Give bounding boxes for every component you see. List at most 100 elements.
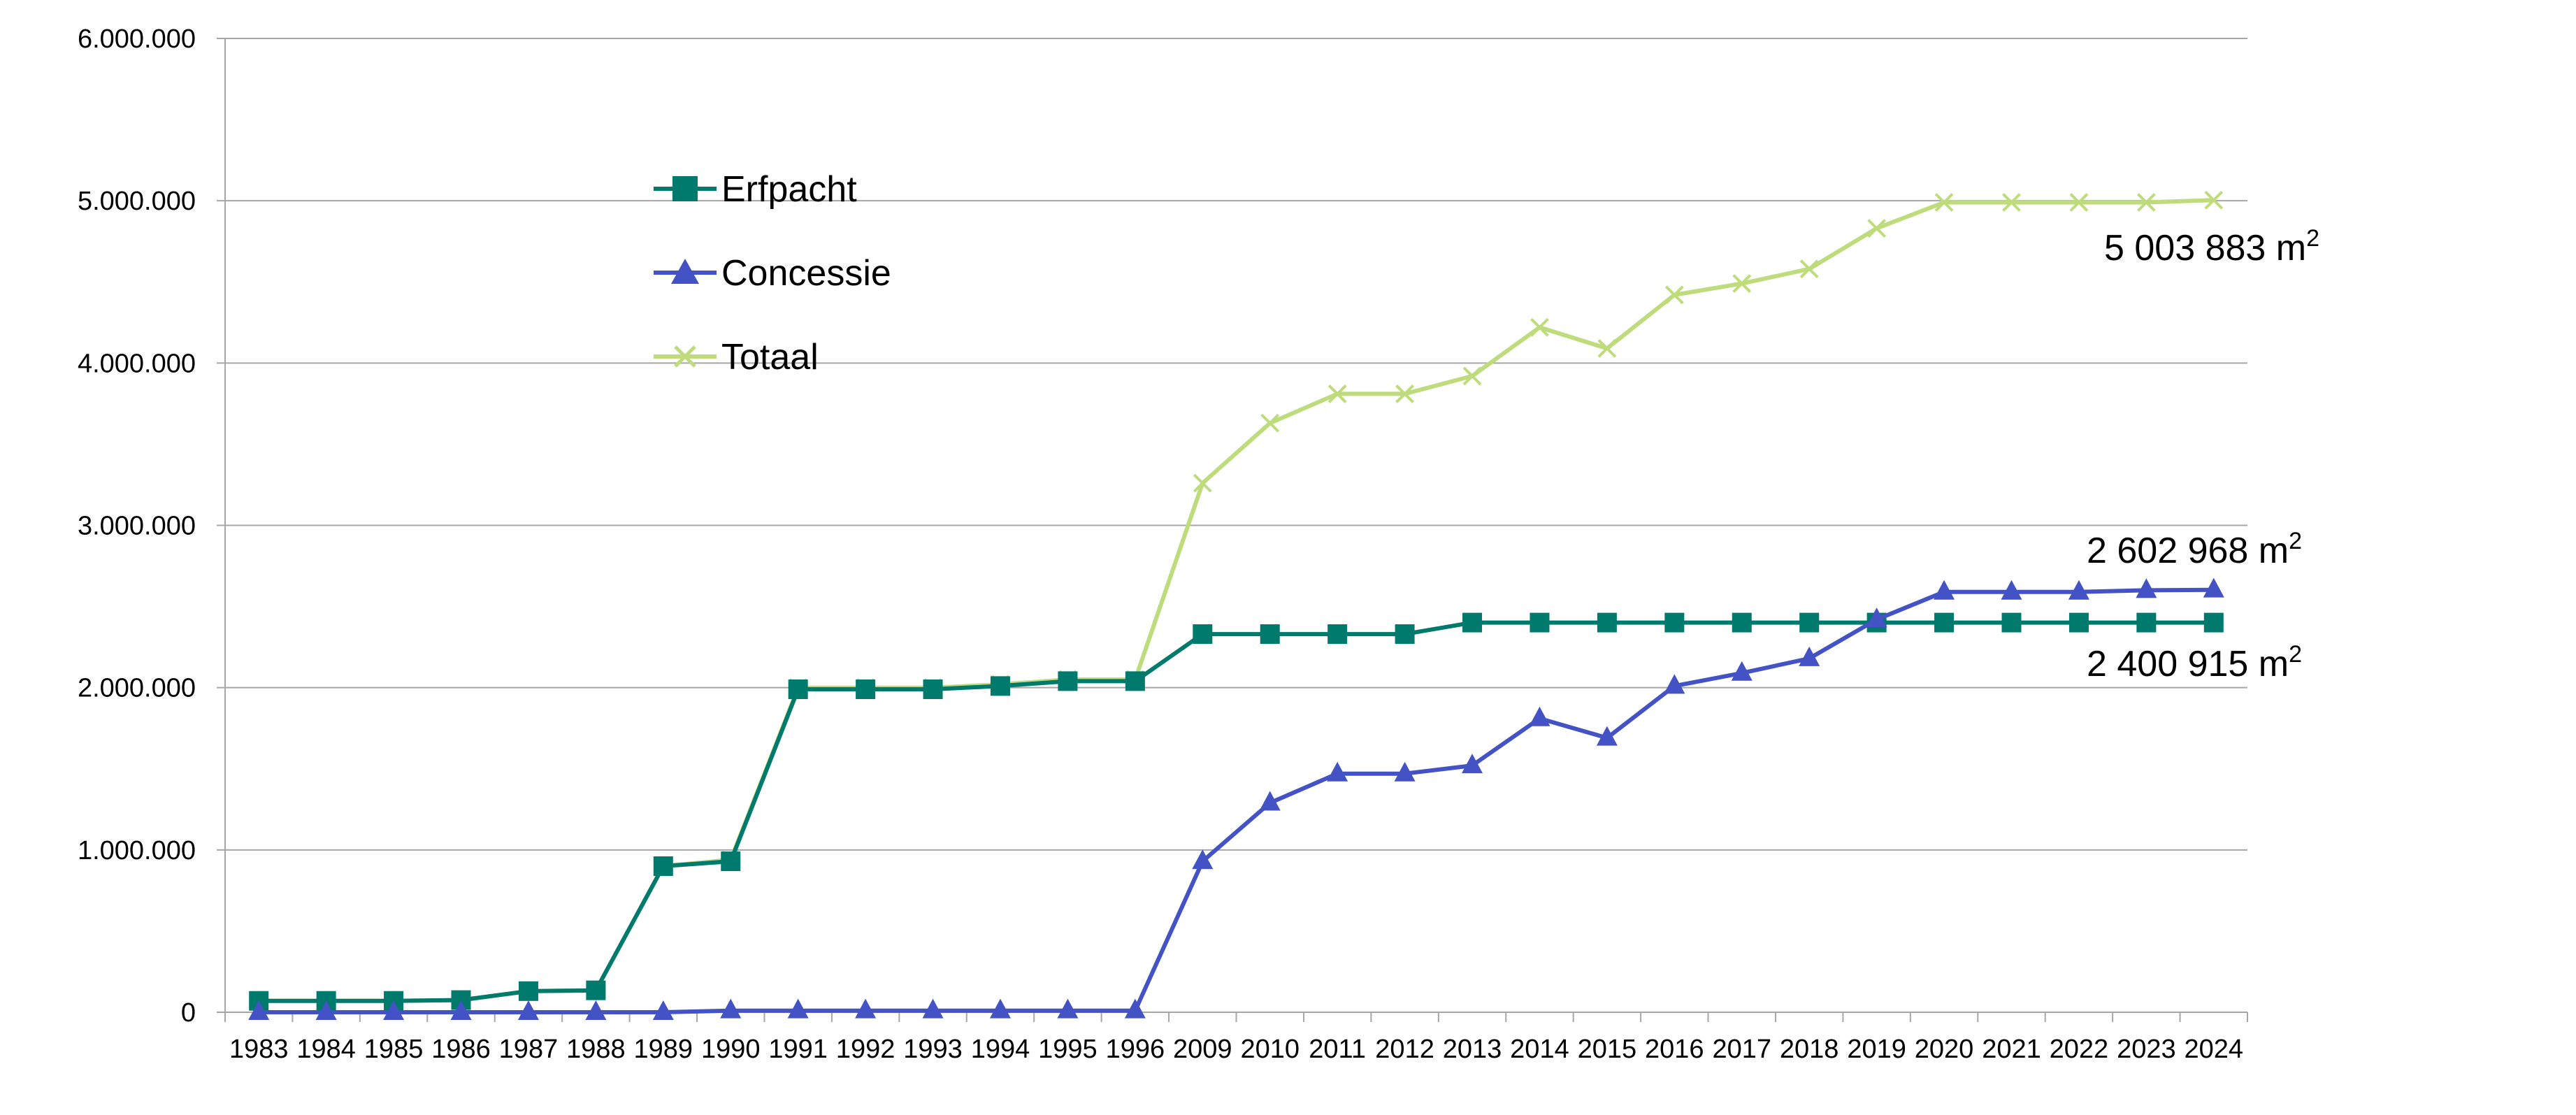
legend-item-concessie: Concessie (654, 253, 891, 294)
data-point-concessie (787, 998, 809, 1019)
series-concessie (248, 577, 2224, 1020)
data-point-concessie (383, 1000, 405, 1020)
data-point-erfpacht (1462, 612, 1483, 633)
data-point-concessie (1596, 726, 1618, 746)
data-point-concessie (1462, 754, 1483, 774)
legend-label-totaal: Totaal (721, 337, 819, 377)
data-point-concessie (922, 998, 944, 1019)
x-tick-label: 2020 (1915, 1035, 1974, 1064)
series-erfpacht (249, 612, 2224, 1011)
data-point-concessie (1259, 791, 1281, 811)
data-point-totaal (1934, 193, 1954, 212)
x-tick-label: 2015 (1578, 1035, 1637, 1064)
data-point-erfpacht (1125, 671, 1145, 691)
x-axis-ticks: 1983 1984 1985 1986 1987 1988 1989 1990 1991 1992… (224, 1012, 2248, 1064)
data-point-concessie (1934, 580, 1955, 600)
x-tick-label: 2014 (1510, 1035, 1569, 1064)
x-tick-label: 1989 (634, 1035, 693, 1064)
x-tick-label: 1984 (296, 1035, 356, 1064)
x-tick-label: 2024 (2185, 1035, 2244, 1064)
data-point-concessie (1664, 674, 1685, 694)
data-point-totaal (1462, 366, 1482, 386)
data-point-erfpacht (1799, 612, 1820, 633)
x-tick-label: 2019 (1847, 1035, 1906, 1064)
x-tick-label: 2010 (1240, 1035, 1300, 1064)
data-point-erfpacht (990, 676, 1010, 696)
y-tick-label: 5.000.000 (78, 187, 196, 216)
data-point-totaal (1327, 384, 1347, 403)
data-point-erfpacht (1260, 624, 1280, 645)
data-point-erfpacht (653, 856, 673, 877)
data-point-erfpacht (1193, 624, 1213, 645)
data-point-concessie (315, 1000, 337, 1020)
legend-item-totaal: Totaal (654, 337, 819, 377)
data-point-totaal (2002, 193, 2021, 212)
data-point-erfpacht (1934, 612, 1955, 633)
data-point-concessie (652, 1000, 674, 1020)
series-layer (248, 190, 2224, 1020)
x-tick-label: 1996 (1106, 1035, 1165, 1064)
x-tick-label: 2018 (1780, 1035, 1839, 1064)
data-point-totaal (2136, 193, 2156, 212)
data-point-concessie (517, 1000, 539, 1020)
x-tick-label: 2022 (2050, 1035, 2109, 1064)
annotations: 5 003 883 m2 2 602 968 m2 2 400 915 m2 (2087, 225, 2319, 684)
x-tick-label: 1991 (768, 1035, 828, 1064)
legend-label-erfpacht: Erfpacht (721, 169, 857, 210)
data-point-erfpacht (1732, 612, 1752, 633)
data-point-concessie (1057, 998, 1079, 1019)
data-point-concessie (585, 1000, 607, 1020)
data-point-concessie (1124, 998, 1146, 1019)
data-point-concessie (450, 1000, 472, 1020)
data-point-totaal (2069, 193, 2089, 212)
x-tick-label: 2011 (1309, 1035, 1366, 1064)
y-tick-label: 1.000.000 (78, 836, 196, 865)
x-tick-label: 2009 (1173, 1035, 1232, 1064)
data-point-erfpacht (2203, 612, 2224, 633)
data-point-erfpacht (788, 679, 808, 699)
series-line-erfpacht (259, 620, 2214, 1003)
data-point-erfpacht (518, 981, 538, 1001)
gridlines (225, 38, 2247, 851)
legend-item-erfpacht: Erfpacht (654, 169, 857, 210)
data-point-concessie (1394, 761, 1416, 782)
annotation-erfpacht-end: 2 400 915 m2 (2087, 641, 2302, 684)
data-point-totaal (1193, 473, 1212, 493)
x-tick-label: 1992 (836, 1035, 895, 1064)
data-point-concessie (2203, 577, 2224, 598)
data-point-erfpacht (2068, 612, 2089, 633)
data-point-erfpacht (586, 980, 606, 1000)
data-point-concessie (2068, 580, 2089, 600)
data-point-totaal (1597, 339, 1617, 358)
data-point-concessie (720, 998, 742, 1019)
x-tick-label: 1985 (364, 1035, 424, 1064)
data-point-concessie (2136, 578, 2157, 598)
data-point-erfpacht (2136, 612, 2157, 633)
data-point-totaal (1867, 219, 1887, 238)
y-tick-label: 4.000.000 (78, 349, 196, 378)
series-line-concessie (259, 587, 2214, 1014)
x-tick-label: 2017 (1712, 1035, 1771, 1064)
x-tick-label: 2023 (2117, 1035, 2176, 1064)
x-tick-label: 1994 (971, 1035, 1030, 1064)
y-tick-label: 0 (181, 998, 196, 1028)
x-tick-label: 2013 (1443, 1035, 1502, 1064)
annotation-totaal-end: 5 003 883 m2 (2104, 225, 2319, 268)
data-point-concessie (1799, 646, 1820, 666)
data-point-concessie (989, 998, 1011, 1019)
x-tick-label: 2012 (1375, 1035, 1434, 1064)
y-tick-label: 6.000.000 (78, 24, 196, 54)
data-point-concessie (2001, 580, 2022, 600)
data-point-totaal (1799, 259, 1819, 279)
data-point-totaal (1260, 413, 1280, 433)
data-point-totaal (1530, 317, 1549, 337)
data-point-concessie (248, 1000, 270, 1020)
data-point-totaal (2204, 190, 2224, 210)
data-point-erfpacht (2001, 612, 2022, 633)
x-tick-label: 1983 (229, 1035, 289, 1064)
y-tick-label: 2.000.000 (78, 674, 196, 703)
y-axis-ticks: 0 1.000.000 2.000.000 3.000.000 4.000.000 5.0… (78, 24, 225, 1028)
annotation-concessie-end: 2 602 968 m2 (2087, 528, 2302, 571)
x-tick-label: 1993 (903, 1035, 963, 1064)
